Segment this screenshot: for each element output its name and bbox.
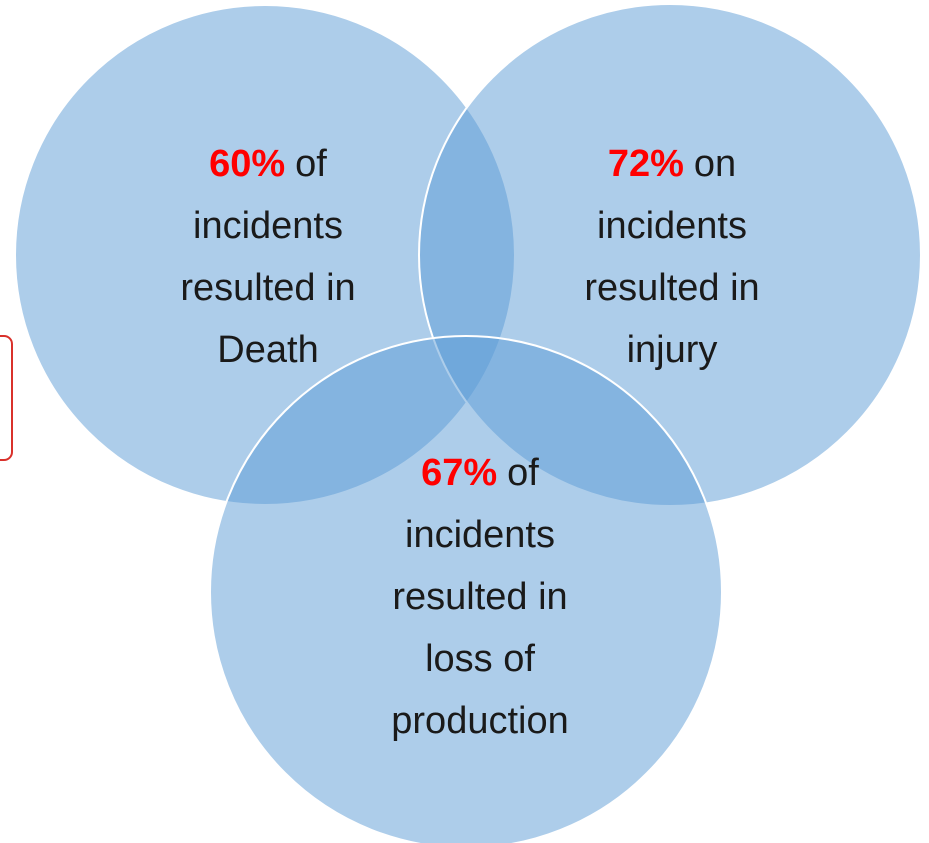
label-line: resulted in	[392, 576, 567, 618]
label-first-line: 72% on	[608, 143, 736, 185]
highlight-percent: 60%	[209, 143, 285, 185]
highlight-percent: 72%	[608, 143, 684, 185]
label-line: resulted in	[180, 267, 355, 309]
first-line-text: of	[295, 143, 327, 185]
label-line: Death	[217, 329, 318, 371]
label-line: loss of	[425, 638, 535, 680]
first-line-text: of	[507, 452, 539, 494]
circle-production	[209, 335, 723, 843]
label-line: incidents	[193, 205, 343, 247]
first-line-text: on	[694, 143, 736, 185]
label-line: resulted in	[584, 267, 759, 309]
side-box	[0, 335, 13, 461]
label-line: production	[391, 700, 568, 742]
label-line: injury	[627, 329, 718, 371]
label-line: incidents	[597, 205, 747, 247]
highlight-percent: 67%	[421, 452, 497, 494]
label-first-line: 60% of	[209, 143, 327, 185]
label-line: incidents	[405, 514, 555, 556]
label-first-line: 67% of	[421, 452, 539, 494]
